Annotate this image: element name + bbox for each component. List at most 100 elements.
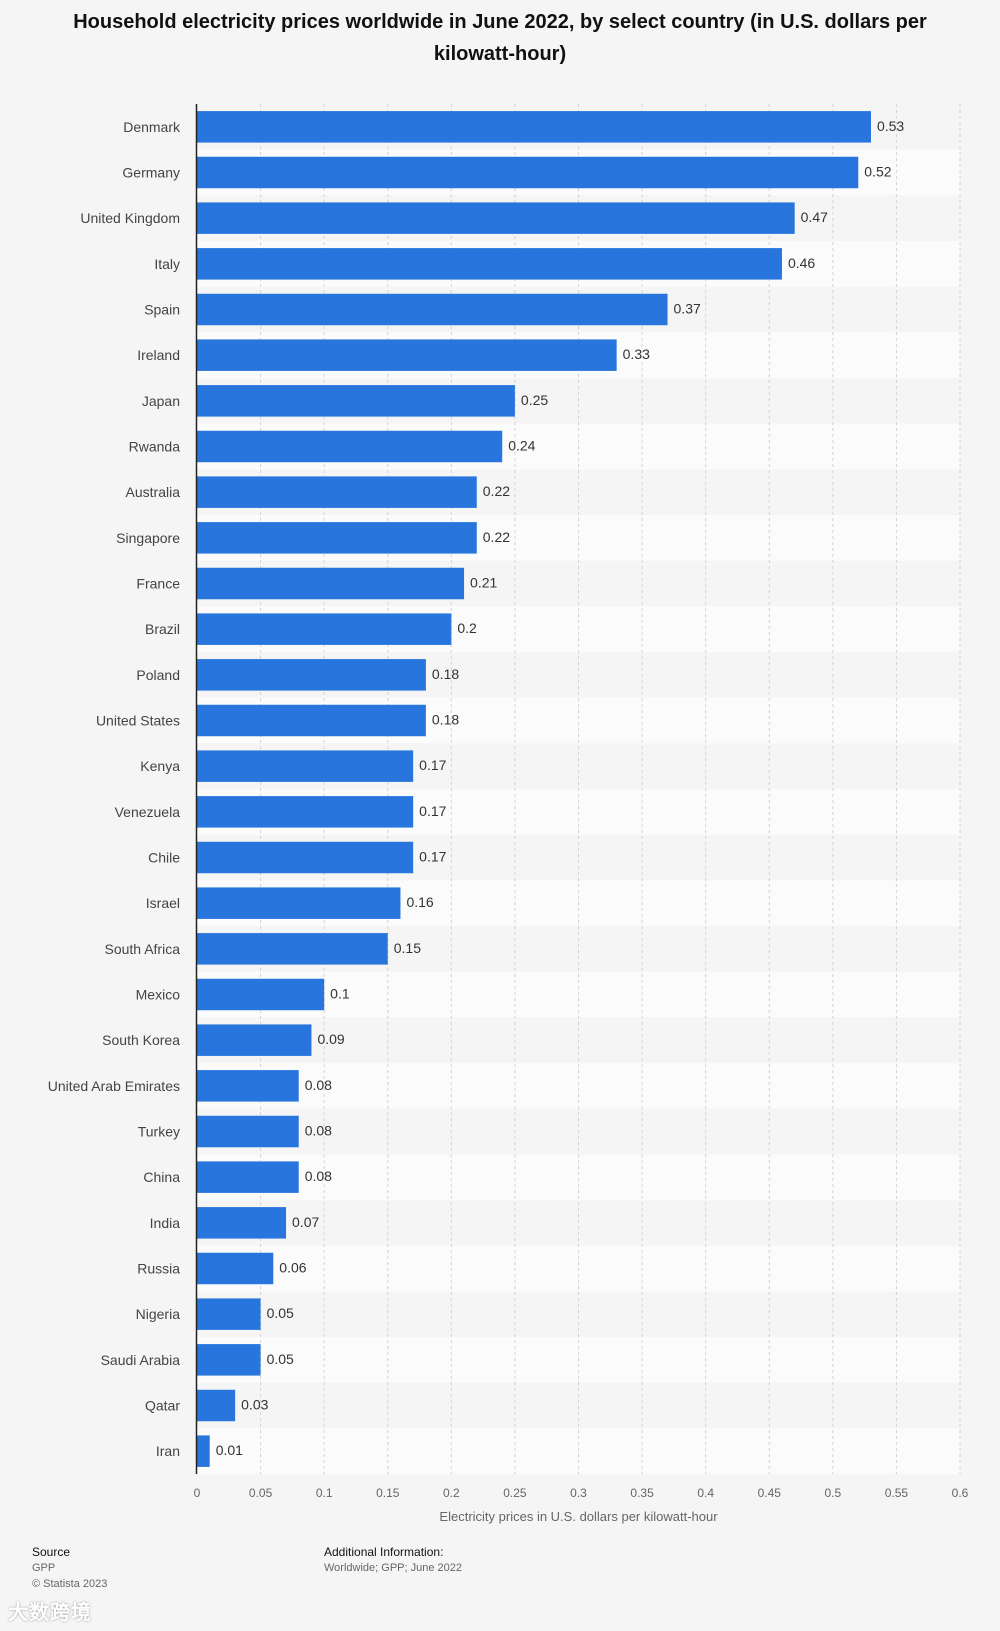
bar xyxy=(197,613,452,645)
bar xyxy=(197,841,414,874)
y-category-label: Qatar xyxy=(145,1398,180,1414)
bar-value-label: 0.09 xyxy=(317,1031,344,1047)
bar-value-label: 0.17 xyxy=(419,849,446,865)
bar xyxy=(197,887,401,919)
x-tick-label: 0.2 xyxy=(443,1486,460,1500)
bar xyxy=(197,339,617,371)
source-name[interactable]: GPP xyxy=(32,1562,56,1574)
y-category-label: Japan xyxy=(142,393,180,409)
bar xyxy=(197,293,668,326)
bar-value-label: 0.1 xyxy=(330,986,350,1002)
bar-value-label: 0.25 xyxy=(521,392,548,408)
y-category-label: United Kingdom xyxy=(80,210,180,226)
bar xyxy=(197,659,426,691)
x-tick-label: 0.6 xyxy=(952,1486,969,1500)
bar xyxy=(197,1161,299,1193)
bar-value-label: 0.08 xyxy=(305,1168,332,1184)
bar-value-label: 0.21 xyxy=(470,575,497,591)
x-tick-label: 0 xyxy=(194,1486,201,1500)
additional-info-text: Worldwide; GPP; June 2022 xyxy=(324,1562,462,1574)
y-category-label: Rwanda xyxy=(129,439,181,455)
y-category-label: South Africa xyxy=(105,941,181,957)
bar-value-label: 0.52 xyxy=(864,164,891,180)
y-category-label: United States xyxy=(96,713,180,729)
bar xyxy=(197,1070,299,1102)
bar xyxy=(197,933,388,965)
y-category-label: Nigeria xyxy=(136,1306,181,1322)
bar-value-label: 0.22 xyxy=(483,529,510,545)
y-category-label: France xyxy=(136,576,180,592)
bar-value-label: 0.18 xyxy=(432,666,459,682)
bar-value-label: 0.17 xyxy=(419,803,446,819)
bar xyxy=(197,430,503,463)
bar-value-label: 0.05 xyxy=(267,1305,294,1321)
bar-value-label: 0.01 xyxy=(216,1442,243,1458)
source-heading: Source xyxy=(32,1545,71,1559)
y-category-label: Mexico xyxy=(136,987,181,1003)
bar xyxy=(197,1435,210,1467)
y-category-label: Brazil xyxy=(145,621,180,637)
x-tick-label: 0.5 xyxy=(824,1486,841,1500)
bar xyxy=(197,202,795,234)
bar-value-label: 0.05 xyxy=(267,1351,294,1367)
bar xyxy=(197,476,477,508)
bar-value-label: 0.06 xyxy=(279,1260,306,1276)
chart-title: Household electricity prices worldwide i… xyxy=(73,11,927,65)
y-category-label: Turkey xyxy=(138,1124,180,1140)
y-category-label: Spain xyxy=(144,302,180,318)
bar-value-label: 0.17 xyxy=(419,757,446,773)
y-category-label: Iran xyxy=(156,1443,180,1459)
bar xyxy=(197,1207,287,1239)
additional-info-heading: Additional Information: xyxy=(324,1545,444,1559)
bar xyxy=(197,704,426,737)
bar-value-label: 0.22 xyxy=(483,483,510,499)
x-tick-label: 0.1 xyxy=(316,1486,333,1500)
copyright: © Statista 2023 xyxy=(32,1578,108,1590)
bar xyxy=(197,567,465,600)
bar-value-label: 0.03 xyxy=(241,1397,268,1413)
x-axis-title: Electricity prices in U.S. dollars per k… xyxy=(439,1509,718,1524)
bar-value-label: 0.33 xyxy=(623,346,650,362)
bar xyxy=(197,978,325,1011)
x-tick-label: 0.45 xyxy=(758,1486,782,1500)
bar xyxy=(197,750,414,782)
bar-value-label: 0.2 xyxy=(457,620,477,636)
bar-value-label: 0.18 xyxy=(432,712,459,728)
bar xyxy=(197,1024,312,1056)
x-tick-label: 0.35 xyxy=(630,1486,654,1500)
x-tick-label: 0.4 xyxy=(697,1486,714,1500)
bar xyxy=(197,248,782,280)
x-tick-label: 0.25 xyxy=(503,1486,527,1500)
y-category-label: Germany xyxy=(122,165,180,181)
y-category-label: Russia xyxy=(137,1261,180,1277)
y-category-label: United Arab Emirates xyxy=(48,1078,180,1094)
bar xyxy=(197,522,477,554)
bar-value-label: 0.07 xyxy=(292,1214,319,1230)
watermark-logo: 大数跨境 xyxy=(8,1602,92,1624)
y-category-label: Venezuela xyxy=(115,804,181,820)
bar xyxy=(197,1252,274,1285)
bar xyxy=(197,796,414,828)
additional-info-block: Additional Information: Worldwide; GPP; … xyxy=(324,1544,462,1576)
bar xyxy=(197,1389,236,1422)
y-category-label: Australia xyxy=(126,484,181,500)
x-tick-label: 0.15 xyxy=(376,1486,400,1500)
bar xyxy=(197,1344,261,1376)
bar-value-label: 0.08 xyxy=(305,1077,332,1093)
y-category-label: Kenya xyxy=(140,758,180,774)
bar-value-label: 0.16 xyxy=(406,894,433,910)
y-category-label: Denmark xyxy=(123,119,181,135)
y-category-label: Ireland xyxy=(137,347,180,363)
bar-value-label: 0.53 xyxy=(877,118,904,134)
y-category-label: Italy xyxy=(154,256,180,272)
y-category-label: Israel xyxy=(146,895,180,911)
y-category-label: China xyxy=(143,1169,180,1185)
bar-value-label: 0.37 xyxy=(674,301,701,317)
bar-value-label: 0.24 xyxy=(508,438,535,454)
y-category-label: Poland xyxy=(136,667,180,683)
bar-value-label: 0.47 xyxy=(801,209,828,225)
bar xyxy=(197,385,515,417)
y-category-label: South Korea xyxy=(102,1032,180,1048)
y-category-label: Chile xyxy=(148,850,180,866)
